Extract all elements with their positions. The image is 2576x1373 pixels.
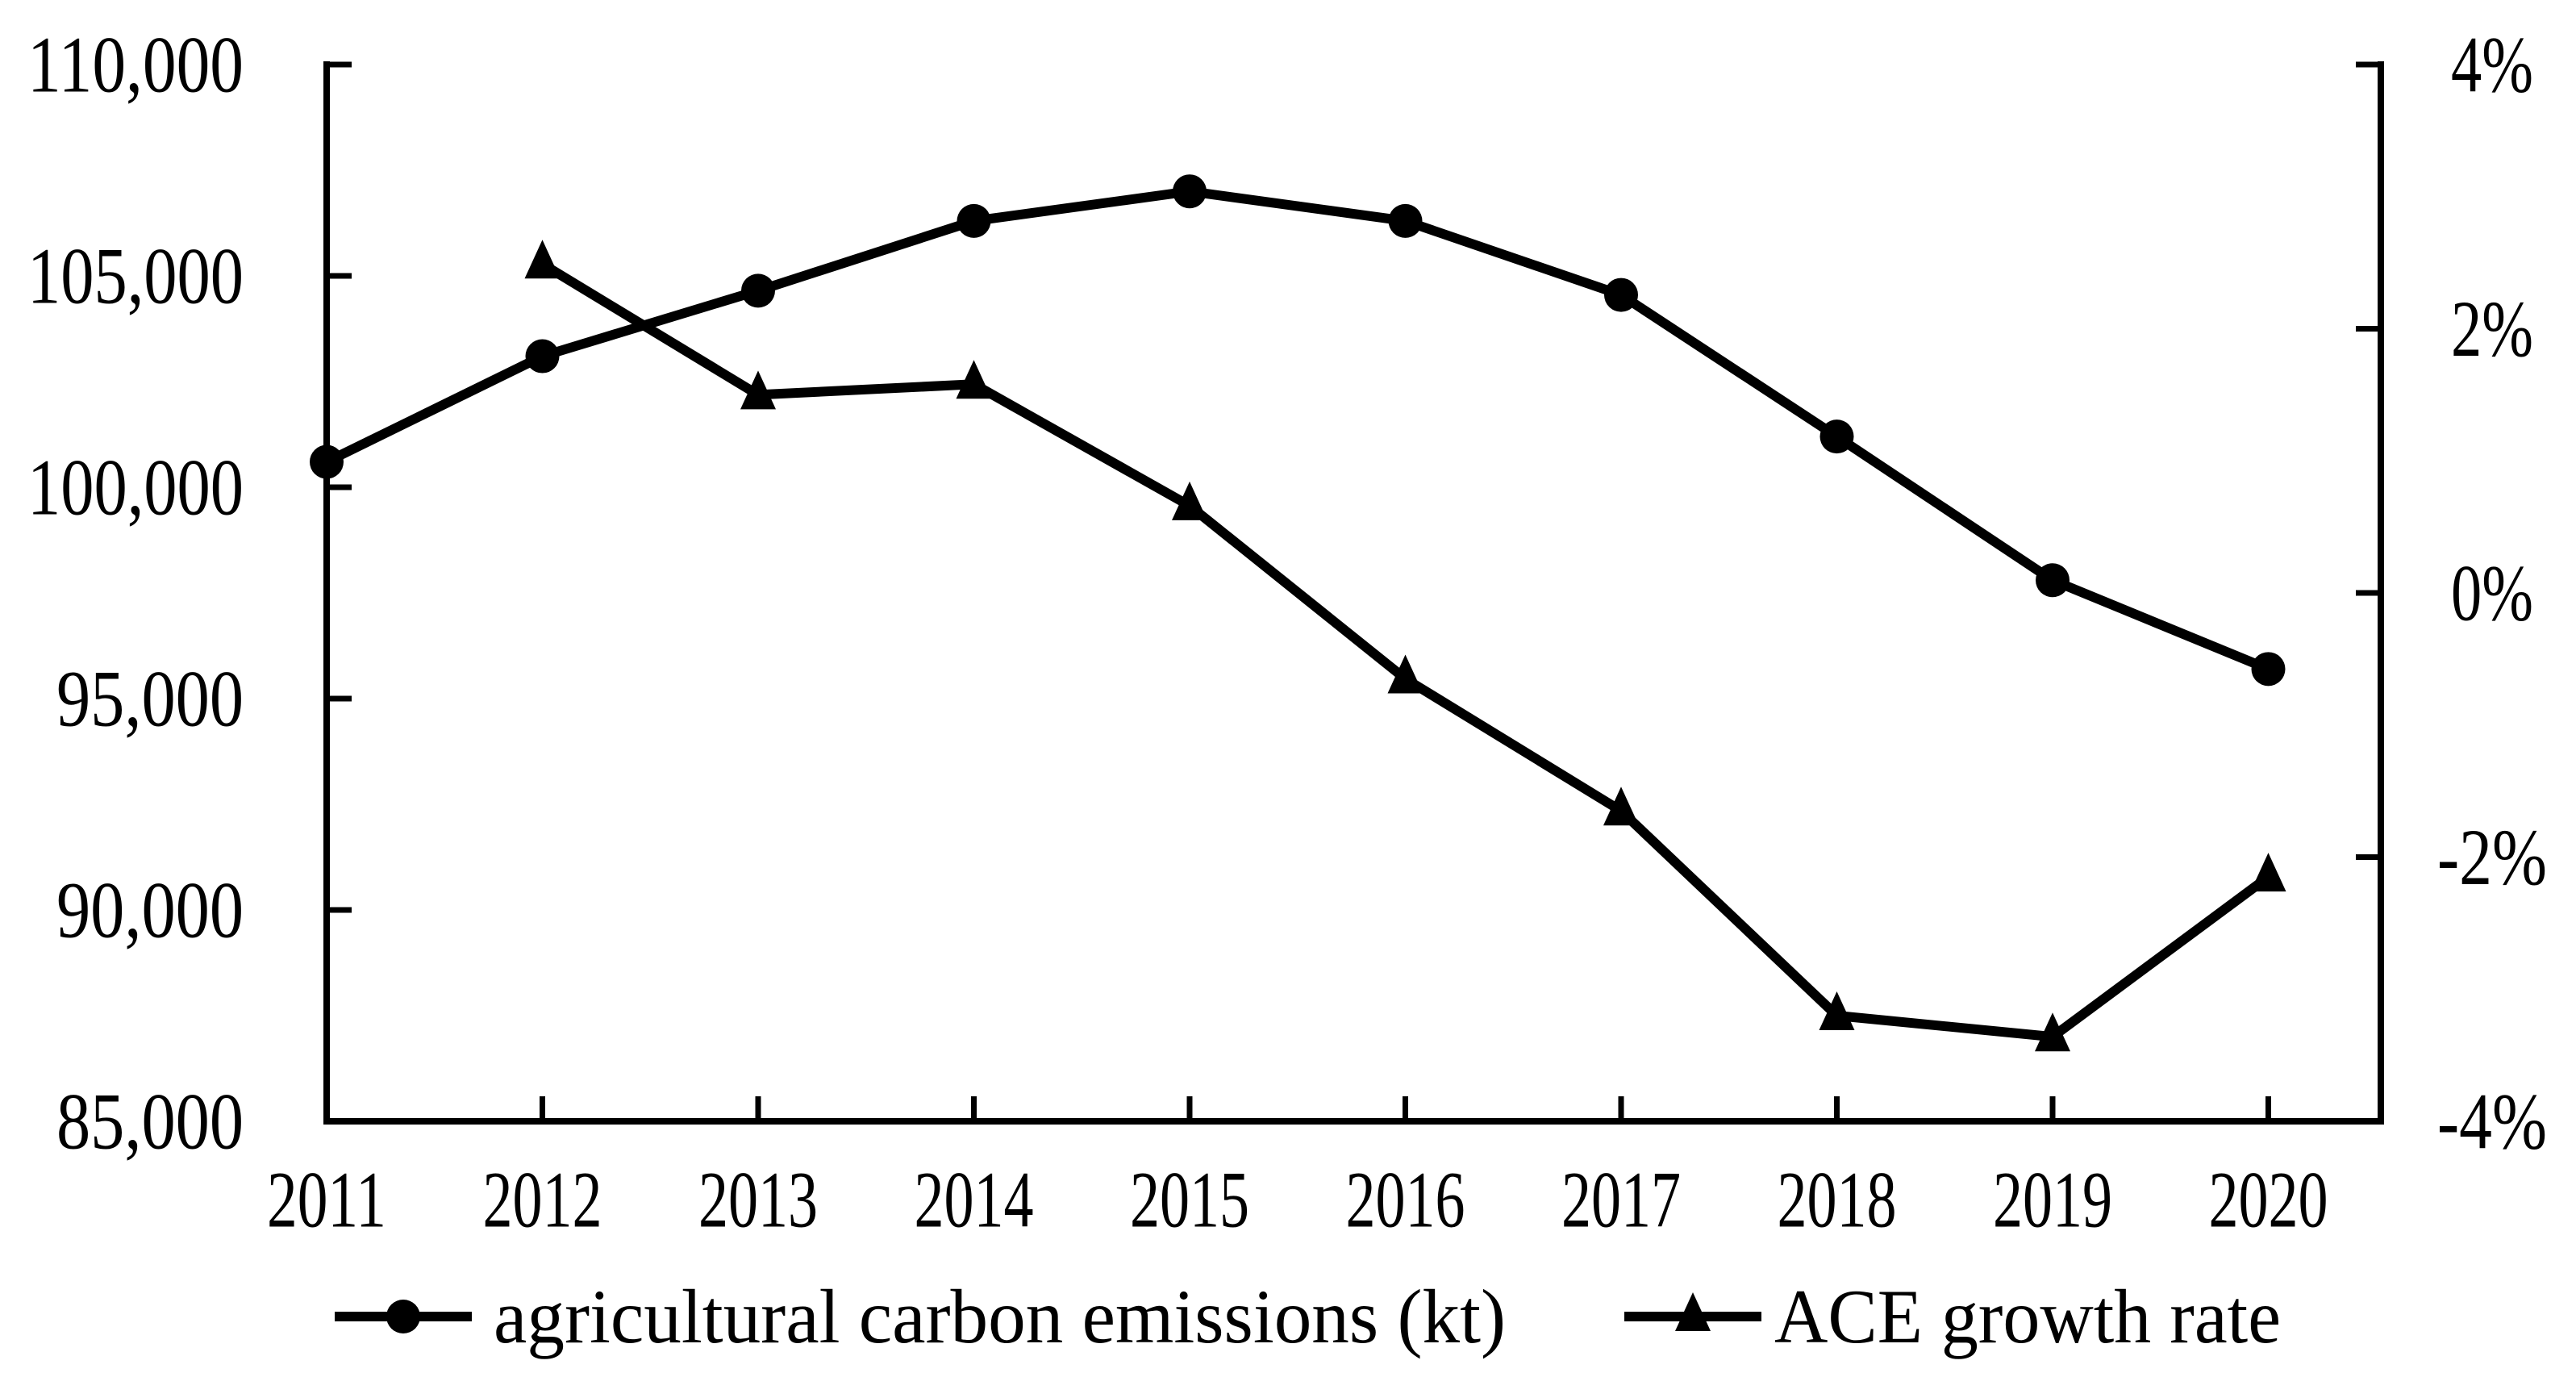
right-axis-tick-label: -4%: [2437, 1077, 2547, 1166]
legend-label-growth-rate: ACE growth rate: [1774, 1274, 2281, 1359]
triangle-marker: [1387, 654, 1423, 694]
circle-marker: [1388, 203, 1423, 238]
legend-label-emissions: agricultural carbon emissions (kt): [494, 1274, 1506, 1359]
left-axis-tick-label: 105,000: [27, 232, 244, 321]
series-line: [324, 186, 2270, 674]
circle-marker: [2251, 652, 2286, 686]
circle-marker: [1819, 419, 1854, 454]
triangle-marker: [1675, 1292, 1711, 1331]
x-axis-tick-label: 2011: [267, 1155, 386, 1245]
left-axis-tick-label: 95,000: [56, 654, 244, 744]
right-axis-tick-label: 4%: [2451, 20, 2533, 110]
circle-marker: [386, 1300, 420, 1333]
circle-marker: [741, 273, 775, 308]
x-axis-tick-label: 2019: [1993, 1155, 2112, 1245]
x-axis-tick-label: 2015: [1130, 1155, 1249, 1245]
circle-marker: [525, 339, 560, 374]
triangle-marker: [956, 360, 992, 399]
triangle-marker: [740, 370, 776, 410]
x-axis-tick-label: 2016: [1346, 1155, 1465, 1245]
triangle-marker: [1172, 481, 1207, 520]
triangle-marker: [1603, 787, 1639, 826]
x-axis-tick-label: 2017: [1561, 1155, 1681, 1245]
left-axis-tick-label: 90,000: [56, 866, 244, 955]
left-axis-tick-label: 100,000: [27, 443, 244, 532]
right-axis-tick-label: 0%: [2451, 549, 2533, 638]
right-axis-tick-label: -2%: [2437, 812, 2547, 902]
circle-marker: [957, 203, 991, 238]
left-axis-tick-label: 85,000: [56, 1077, 244, 1166]
triangle-marker: [2250, 853, 2286, 892]
axis-ticks: [323, 61, 2381, 1125]
triangle-marker: [1819, 991, 1855, 1030]
circle-marker: [1173, 174, 1207, 209]
x-axis-tick-label: 2013: [698, 1155, 818, 1245]
series-growth-rate: [524, 240, 2286, 1052]
right-axis-tick-label: 2%: [2451, 284, 2533, 374]
left-axis-tick-label: 110,000: [27, 20, 244, 110]
legend: agricultural carbon emissions (kt) ACE gr…: [335, 1274, 2281, 1359]
x-axis-tick-label: 2020: [2209, 1155, 2328, 1245]
x-axis-tick-label: 2018: [1778, 1155, 1897, 1245]
circle-marker: [1604, 278, 1638, 312]
circle-marker: [310, 444, 344, 479]
x-axis-tick-label: 2012: [483, 1155, 602, 1245]
triangle-marker: [524, 240, 561, 279]
circle-marker: [2036, 563, 2070, 598]
x-axis-tick-label: 2014: [915, 1155, 1034, 1245]
series-emissions: [310, 174, 2286, 686]
triangle-marker: [2035, 1012, 2070, 1052]
